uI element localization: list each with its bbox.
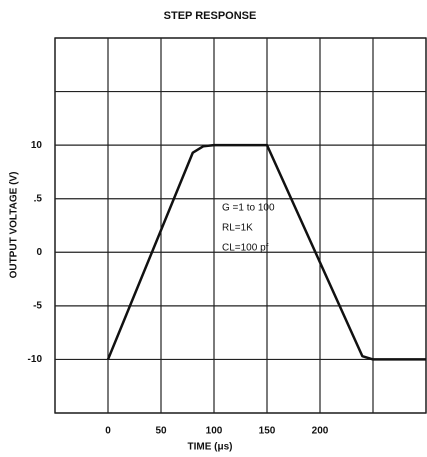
annotation: RL=1K	[222, 223, 253, 234]
y-tick-label: -5	[33, 300, 42, 311]
chart-title: STEP RESPONSE	[164, 10, 257, 22]
y-tick-label: .5	[34, 193, 43, 204]
x-tick-label: 100	[206, 426, 223, 437]
annotation: CL=100 pf	[222, 243, 269, 254]
data-line	[106, 143, 426, 361]
x-tick-label: 200	[312, 426, 329, 437]
x-axis-label: TIME (μs)	[187, 442, 232, 453]
y-tick-label: 10	[31, 140, 43, 151]
y-tick-label: -10	[28, 354, 43, 365]
annotation: G =1 to 100	[222, 203, 275, 214]
y-tick-label: 0	[36, 247, 42, 258]
y-axis-label: OUTPUT VOLTAGE (V)	[9, 172, 20, 279]
x-tick-label: 50	[155, 426, 167, 437]
x-tick-label: 0	[105, 426, 111, 437]
x-tick-label: 150	[259, 426, 276, 437]
